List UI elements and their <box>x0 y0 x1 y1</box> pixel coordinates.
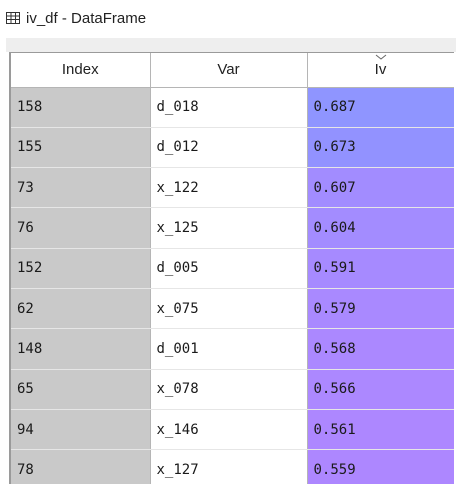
index-cell[interactable]: 62 <box>11 288 151 330</box>
var-cell[interactable]: x_127 <box>150 449 308 484</box>
index-cell[interactable]: 152 <box>11 248 151 289</box>
iv-cell[interactable]: 0.687 <box>307 87 454 128</box>
index-cell[interactable]: 155 <box>11 127 151 169</box>
table-row[interactable]: 73 x_122 0.607 <box>11 167 454 209</box>
column-header-index[interactable]: Index <box>11 53 151 88</box>
var-cell[interactable]: x_146 <box>150 409 308 451</box>
index-cell[interactable]: 158 <box>11 87 151 128</box>
index-cell[interactable]: 148 <box>11 328 151 370</box>
table-row[interactable]: 158 d_018 0.687 <box>11 87 454 128</box>
column-header-iv[interactable]: Iv <box>307 53 454 88</box>
var-cell[interactable]: d_012 <box>150 127 308 169</box>
table-row[interactable]: 155 d_012 0.673 <box>11 127 454 169</box>
iv-cell[interactable]: 0.673 <box>307 127 454 169</box>
title-bar: iv_df - DataFrame <box>0 0 457 36</box>
iv-cell[interactable]: 0.559 <box>307 449 454 484</box>
iv-cell[interactable]: 0.579 <box>307 288 454 330</box>
table-row[interactable]: 62 x_075 0.579 <box>11 288 454 330</box>
index-cell[interactable]: 76 <box>11 207 151 249</box>
table-grid-icon <box>6 12 20 24</box>
table-row[interactable]: 78 x_127 0.559 <box>11 449 454 484</box>
iv-cell[interactable]: 0.566 <box>307 369 454 410</box>
iv-cell[interactable]: 0.591 <box>307 248 454 289</box>
iv-cell[interactable]: 0.604 <box>307 207 454 249</box>
var-cell[interactable]: x_125 <box>150 207 308 249</box>
iv-cell[interactable]: 0.561 <box>307 409 454 451</box>
var-cell[interactable]: d_005 <box>150 248 308 289</box>
column-header-var[interactable]: Var <box>150 53 308 88</box>
index-cell[interactable]: 78 <box>11 449 151 484</box>
table-row[interactable]: 152 d_005 0.591 <box>11 248 454 289</box>
var-cell[interactable]: x_078 <box>150 369 308 410</box>
column-header-iv-label: Iv <box>374 61 387 79</box>
var-cell[interactable]: d_018 <box>150 87 308 128</box>
index-cell[interactable]: 73 <box>11 167 151 209</box>
dataframe-table: Index Var Iv 158 d_018 0.687 155 d_012 0.673 7… <box>11 53 454 484</box>
var-cell[interactable]: x_075 <box>150 288 308 330</box>
table-row[interactable]: 148 d_001 0.568 <box>11 328 454 370</box>
table-row[interactable]: 94 x_146 0.561 <box>11 409 454 451</box>
index-cell[interactable]: 65 <box>11 369 151 410</box>
dataframe-grid[interactable]: Index Var Iv 158 d_018 0.687 155 d_012 0.673 7… <box>9 52 454 484</box>
window-title: iv_df - DataFrame <box>26 9 147 27</box>
sort-descending-icon <box>375 54 386 60</box>
table-row[interactable]: 76 x_125 0.604 <box>11 207 454 249</box>
table-row[interactable]: 65 x_078 0.566 <box>11 369 454 410</box>
var-cell[interactable]: d_001 <box>150 328 308 370</box>
iv-cell[interactable]: 0.568 <box>307 328 454 370</box>
var-cell[interactable]: x_122 <box>150 167 308 209</box>
grid-toolbar-strip <box>6 38 456 52</box>
index-cell[interactable]: 94 <box>11 409 151 451</box>
header-row: Index Var Iv <box>11 53 454 88</box>
iv-cell[interactable]: 0.607 <box>307 167 454 209</box>
table-body: 158 d_018 0.687 155 d_012 0.673 73 x_122 0.607 76… <box>11 87 454 484</box>
